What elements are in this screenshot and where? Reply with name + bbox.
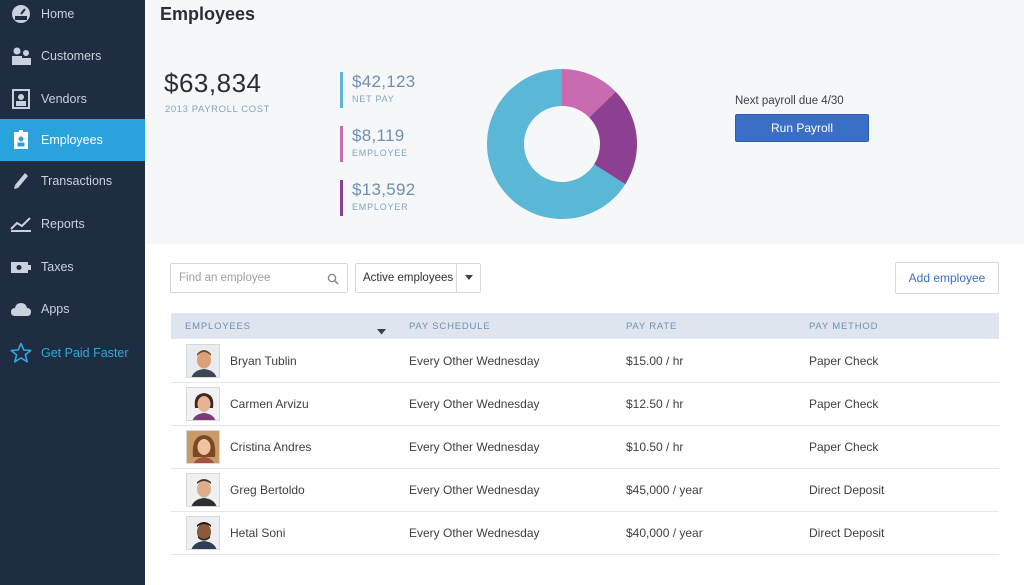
pay-method: Paper Check bbox=[809, 397, 879, 411]
employee-name[interactable]: Bryan Tublin bbox=[230, 354, 297, 368]
table-row[interactable]: Cristina Andres Every Other Wednesday $1… bbox=[171, 426, 999, 469]
chevron-down-icon[interactable] bbox=[456, 264, 480, 292]
run-payroll-button[interactable]: Run Payroll bbox=[735, 114, 869, 142]
avatar bbox=[186, 387, 220, 421]
add-employee-button[interactable]: Add employee bbox=[895, 262, 999, 294]
metric-label: EMPLOYEE bbox=[352, 148, 408, 158]
sidebar-item-label: Get Paid Faster bbox=[41, 346, 129, 360]
search-icon[interactable] bbox=[327, 272, 339, 290]
metric-value: $13,592 bbox=[352, 180, 416, 199]
sidebar-item-apps[interactable]: Apps bbox=[0, 288, 145, 330]
sidebar-item-label: Transactions bbox=[41, 174, 113, 188]
vendors-icon bbox=[10, 88, 32, 110]
table-row[interactable]: Carmen Arvizu Every Other Wednesday $12.… bbox=[171, 383, 999, 426]
pay-rate: $40,000 / year bbox=[626, 526, 703, 540]
pay-rate: $10.50 / hr bbox=[626, 440, 684, 454]
apps-cloud-icon bbox=[10, 298, 32, 320]
sidebar-item-label: Employees bbox=[41, 133, 103, 147]
search-input[interactable] bbox=[171, 264, 321, 292]
pay-method: Paper Check bbox=[809, 440, 879, 454]
employee-name[interactable]: Carmen Arvizu bbox=[230, 397, 309, 411]
table-row[interactable]: Greg Bertoldo Every Other Wednesday $45,… bbox=[171, 469, 999, 512]
payroll-total: $63,834 bbox=[164, 68, 262, 98]
sidebar-item-get-paid-faster[interactable]: Get Paid Faster bbox=[0, 332, 145, 374]
sidebar-item-label: Apps bbox=[41, 302, 70, 316]
employee-name[interactable]: Greg Bertoldo bbox=[230, 483, 305, 497]
table-row[interactable]: Bryan Tublin Every Other Wednesday $15.0… bbox=[171, 340, 999, 383]
sidebar-nav: Home Customers Vendors Employees Transac… bbox=[0, 0, 145, 585]
donut-slice-net-pay bbox=[487, 69, 626, 220]
metric-label: EMPLOYER bbox=[352, 202, 409, 212]
avatar bbox=[186, 473, 220, 507]
pay-schedule: Every Other Wednesday bbox=[409, 526, 540, 540]
employee-badge-icon bbox=[10, 129, 32, 151]
pay-rate: $15.00 / hr bbox=[626, 354, 684, 368]
column-header-pay-rate: PAY RATE bbox=[626, 321, 678, 332]
sidebar-item-vendors[interactable]: Vendors bbox=[0, 78, 145, 120]
pay-schedule: Every Other Wednesday bbox=[409, 354, 540, 368]
sidebar-item-employees[interactable]: Employees bbox=[0, 119, 145, 161]
pay-method: Direct Deposit bbox=[809, 526, 885, 540]
metric-value: $8,119 bbox=[352, 126, 405, 145]
sidebar-item-label: Customers bbox=[41, 49, 102, 63]
filter-selected-value: Active employees bbox=[363, 272, 454, 284]
metric-value: $42,123 bbox=[352, 72, 416, 91]
employee-table-header: EMPLOYEES PAY SCHEDULE PAY RATE PAY METH… bbox=[171, 313, 999, 339]
sidebar-item-taxes[interactable]: Taxes bbox=[0, 246, 145, 288]
pay-schedule: Every Other Wednesday bbox=[409, 440, 540, 454]
donut-slice-employer bbox=[589, 91, 637, 185]
column-header-employees[interactable]: EMPLOYEES bbox=[185, 321, 251, 332]
table-row[interactable]: Hetal Soni Every Other Wednesday $40,000… bbox=[171, 512, 999, 555]
dashboard-icon bbox=[10, 3, 32, 25]
pay-schedule: Every Other Wednesday bbox=[409, 483, 540, 497]
reports-icon bbox=[10, 213, 32, 235]
employee-status-filter[interactable]: Active employees bbox=[355, 263, 481, 293]
metric-employee: $8,119 EMPLOYEE bbox=[340, 126, 408, 162]
pay-method: Paper Check bbox=[809, 354, 879, 368]
payroll-total-label: 2013 PAYROLL COST bbox=[165, 104, 271, 115]
avatar bbox=[186, 344, 220, 378]
next-payroll-text: Next payroll due 4/30 bbox=[735, 95, 844, 107]
sort-arrow-icon[interactable] bbox=[377, 322, 386, 340]
sidebar-item-label: Home bbox=[41, 7, 75, 21]
avatar bbox=[186, 430, 220, 464]
sidebar-item-label: Reports bbox=[41, 217, 85, 231]
sidebar-item-home[interactable]: Home bbox=[0, 0, 145, 35]
sidebar-item-customers[interactable]: Customers bbox=[0, 35, 145, 77]
metric-net-pay: $42,123 NET PAY bbox=[340, 72, 416, 108]
sidebar-item-transactions[interactable]: Transactions bbox=[0, 160, 145, 202]
pay-schedule: Every Other Wednesday bbox=[409, 397, 540, 411]
transactions-icon bbox=[10, 170, 32, 192]
payroll-donut-chart bbox=[487, 69, 637, 220]
pay-rate: $12.50 / hr bbox=[626, 397, 684, 411]
taxes-icon bbox=[10, 256, 32, 278]
sidebar-item-label: Vendors bbox=[41, 92, 87, 106]
star-icon bbox=[10, 342, 32, 364]
customers-icon bbox=[10, 45, 32, 67]
employee-name[interactable]: Hetal Soni bbox=[230, 526, 286, 540]
employee-search bbox=[170, 263, 348, 293]
metric-employer: $13,592 EMPLOYER bbox=[340, 180, 416, 216]
avatar bbox=[186, 516, 220, 550]
page-title: Employees bbox=[160, 4, 256, 24]
pay-method: Direct Deposit bbox=[809, 483, 885, 497]
column-header-pay-method: PAY METHOD bbox=[809, 321, 879, 332]
sidebar-item-reports[interactable]: Reports bbox=[0, 203, 145, 245]
metric-label: NET PAY bbox=[352, 94, 395, 104]
column-header-pay-schedule: PAY SCHEDULE bbox=[409, 321, 491, 332]
employee-name[interactable]: Cristina Andres bbox=[230, 440, 312, 454]
sidebar-item-label: Taxes bbox=[41, 260, 74, 274]
donut-slice-employee bbox=[562, 69, 616, 118]
pay-rate: $45,000 / year bbox=[626, 483, 703, 497]
